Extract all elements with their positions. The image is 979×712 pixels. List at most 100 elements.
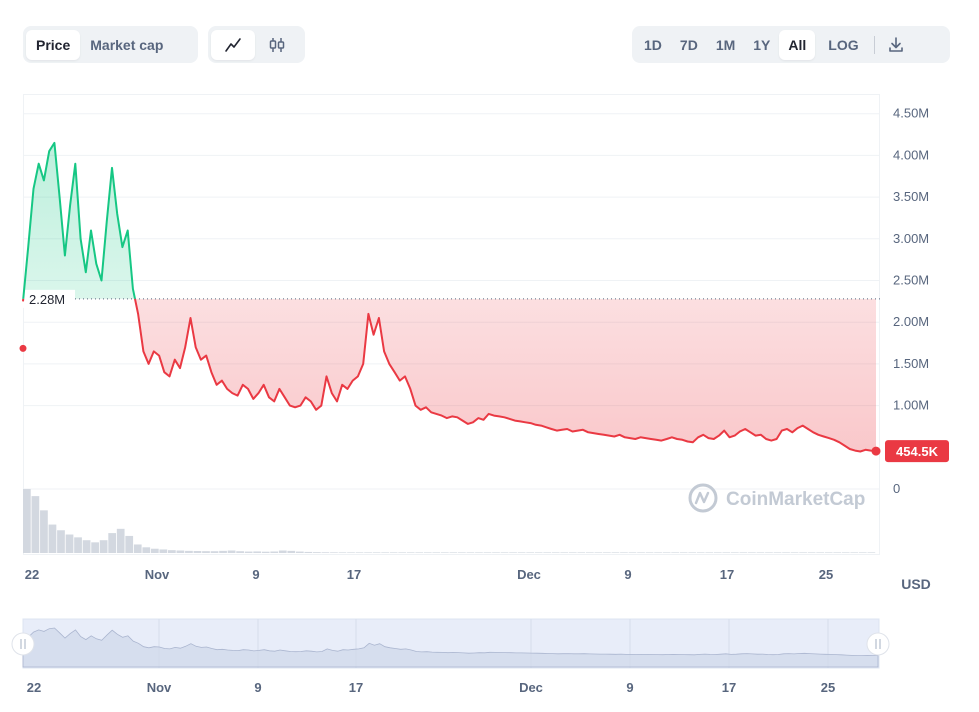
volume-bar — [517, 552, 526, 553]
navigator-handle-left[interactable] — [11, 632, 35, 656]
volume-bar — [355, 552, 364, 553]
navigator-x-axis: 22 Nov 9 17 Dec 9 17 25 — [27, 680, 835, 695]
volume-bar — [347, 552, 355, 553]
volume-bar — [227, 550, 236, 553]
volume-bar — [99, 540, 108, 553]
watermark: CoinMarketCap — [688, 483, 865, 513]
volume-bar — [756, 552, 765, 553]
volume-bar — [398, 552, 407, 553]
volume-bar — [568, 552, 577, 553]
range-1y[interactable]: 1Y — [753, 36, 771, 53]
volume-bar — [722, 552, 731, 553]
volume-bar — [287, 550, 296, 553]
y-tick-label: 4.00M — [893, 147, 929, 162]
volume-bar — [688, 552, 697, 553]
download-button[interactable] — [881, 30, 911, 60]
volume-bar — [662, 552, 671, 553]
volume-bar — [671, 552, 680, 553]
volume-bars — [23, 489, 876, 553]
start-point — [19, 344, 27, 352]
navigator-x-tick-label: 9 — [254, 680, 261, 695]
volume-bar — [219, 550, 227, 553]
x-tick-label: 22 — [25, 567, 39, 582]
volume-bar — [142, 547, 151, 553]
volume-bar — [816, 552, 825, 553]
volume-bar — [645, 552, 654, 553]
range-1m[interactable]: 1M — [715, 36, 736, 53]
volume-bar — [637, 552, 645, 553]
price-line-below — [22, 298, 877, 453]
volume-bar — [620, 552, 628, 553]
volume-bar — [449, 552, 458, 553]
volume-bar — [74, 537, 82, 553]
current-price-point — [871, 446, 881, 456]
watermark-text: CoinMarketCap — [726, 489, 865, 510]
volume-bar — [824, 552, 833, 553]
volume-bar — [185, 550, 193, 553]
line-chart-button[interactable] — [211, 29, 255, 60]
navigator-x-tick-label: 25 — [821, 680, 835, 695]
volume-bar — [833, 552, 842, 553]
volume-bar — [48, 524, 57, 553]
range-navigator[interactable] — [11, 618, 890, 669]
range-7d[interactable]: 7D — [679, 36, 698, 53]
volume-bar — [150, 548, 159, 553]
volume-bar — [57, 530, 65, 553]
y-tick-label: 1.00M — [893, 398, 929, 413]
volume-bar — [551, 552, 560, 553]
x-tick-label: Nov — [145, 567, 170, 582]
volume-bar — [585, 552, 594, 553]
range-1d[interactable]: 1D — [644, 36, 662, 53]
volume-bar — [389, 552, 398, 553]
toolbar-divider — [873, 35, 875, 54]
log-scale-button[interactable]: LOG — [828, 36, 859, 53]
x-tick-label: 9 — [624, 567, 631, 582]
volume-bar — [423, 552, 432, 553]
volume-bar — [244, 551, 253, 553]
volume-bar — [611, 552, 620, 553]
volume-bar — [364, 552, 372, 553]
volume-bar — [270, 551, 279, 553]
navigator-x-tick-label: Nov — [147, 680, 172, 695]
x-tick-label: 17 — [720, 567, 734, 582]
price-tab[interactable]: Price — [26, 29, 81, 60]
market-cap-tab[interactable]: Market cap — [90, 36, 164, 53]
volume-bar — [509, 552, 517, 553]
navigator-handle-right[interactable] — [866, 632, 890, 656]
volume-bar — [867, 552, 876, 553]
volume-bar — [125, 535, 134, 553]
currency-label: USD — [901, 576, 931, 592]
volume-bar — [594, 552, 603, 553]
x-tick-label: 9 — [252, 567, 259, 582]
candlestick-chart-button[interactable] — [255, 30, 299, 60]
volume-bar — [82, 540, 91, 553]
navigator-x-tick-label: 17 — [349, 680, 363, 695]
navigator-x-tick-label: 22 — [27, 680, 41, 695]
baseline-label: 2.28M — [29, 292, 65, 307]
current-price-label: 454.5K — [896, 444, 939, 459]
plot-frame — [23, 94, 880, 555]
line-chart-icon — [225, 37, 241, 52]
volume-bar — [304, 551, 313, 553]
volume-bar — [534, 552, 543, 553]
volume-bar — [372, 552, 381, 553]
volume-bar — [705, 552, 714, 553]
volume-bar — [560, 552, 569, 553]
current-price-tag — [885, 440, 949, 463]
volume-bar — [577, 552, 586, 553]
navigator-x-tick-label: Dec — [519, 680, 543, 695]
volume-bar — [133, 544, 142, 553]
y-tick-label: 1.50M — [893, 356, 929, 371]
volume-bar — [458, 552, 466, 553]
volume-bar — [790, 552, 799, 553]
x-tick-label: 17 — [347, 567, 361, 582]
x-tick-label: 25 — [819, 567, 833, 582]
volume-bar — [202, 551, 210, 553]
volume-bar — [841, 552, 850, 553]
volume-bar — [782, 552, 790, 553]
volume-bar — [415, 552, 424, 553]
range-all[interactable]: All — [779, 29, 816, 60]
y-tick-label: 3.50M — [893, 189, 929, 204]
volume-bar — [713, 552, 722, 553]
